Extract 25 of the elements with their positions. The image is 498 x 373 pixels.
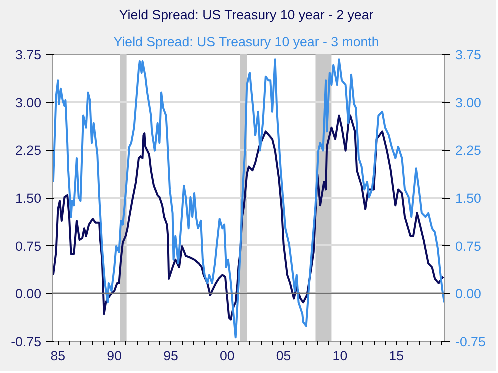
x-tick-label: 90 — [107, 348, 122, 364]
y-tick-label: 0.00 — [16, 286, 42, 302]
y2-tick-label: 0.00 — [456, 286, 482, 302]
y-tick-label: 0.75 — [16, 238, 42, 254]
x-tick-label: 00 — [220, 348, 235, 364]
y2-tick-label: 0.75 — [456, 238, 482, 254]
y-tick-label: 3.00 — [16, 95, 42, 110]
x-tick-label: 05 — [276, 348, 292, 364]
y-tick-label: 1.50 — [16, 191, 42, 206]
y2-tick-label: 2.25 — [456, 143, 482, 158]
y2-tick-label: -0.75 — [456, 334, 486, 350]
text: Yield Spread: US Treasury 10 year - 3 month — [114, 34, 380, 50]
line-series — [52, 114, 444, 321]
y2-tick-label: 3.75 — [456, 48, 482, 62]
y2-tick-label: 3.00 — [456, 95, 482, 110]
y-tick-label: 2.25 — [16, 143, 42, 158]
y-tick-label: -0.75 — [11, 334, 42, 350]
x-tick-label: 15 — [389, 348, 404, 364]
y-tick-label: 3.75 — [16, 48, 42, 62]
x-tick-label: 10 — [332, 348, 348, 364]
line-series — [52, 58, 444, 339]
x-tick-label: 95 — [164, 348, 178, 364]
text: Yield Spread: US Treasury 10 year - 2 year — [119, 8, 374, 22]
x-tick-label: 85 — [50, 348, 66, 364]
y2-tick-label: 1.50 — [456, 191, 482, 206]
